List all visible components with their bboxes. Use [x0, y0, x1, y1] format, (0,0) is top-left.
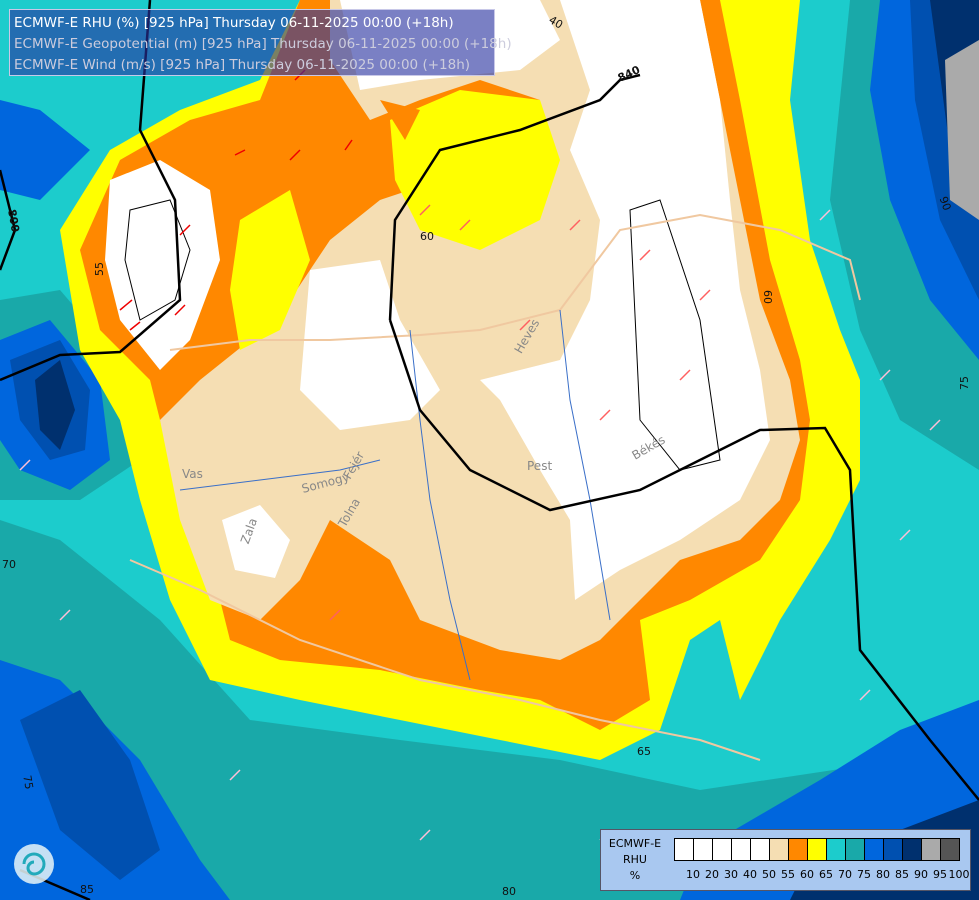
- legend-swatch: [713, 839, 732, 860]
- wind-barbs: [329, 204, 711, 621]
- rhu-contours: [124, 199, 721, 471]
- rhu-band-50-center: [300, 260, 440, 430]
- legend-swatch: [808, 839, 827, 860]
- legend-swatch: [789, 839, 808, 860]
- title-rhu: ECMWF-E RHU (%) [925 hPa] Thursday 06-11…: [14, 15, 454, 31]
- legend-tick: 10: [686, 868, 700, 881]
- rhu-band-50-west: [105, 160, 220, 370]
- rhu-orange-patch: [380, 100, 420, 140]
- rhu-label-60-b: 60: [761, 290, 774, 304]
- title-geopotential: ECMWF-E Geopotential (m) [925 hPa] Thurs…: [14, 36, 512, 52]
- legend-tick: 70: [838, 868, 852, 881]
- legend-tick: 20: [705, 868, 719, 881]
- legend-swatch: [675, 839, 694, 860]
- legend-swatch: [770, 839, 789, 860]
- legend-tick: 90: [914, 868, 928, 881]
- legend-model: ECMWF-E: [608, 837, 662, 850]
- legend-swatch: [846, 839, 865, 860]
- legend-tick: 65: [819, 868, 833, 881]
- legend-swatch: [827, 839, 846, 860]
- geopotential-label-800: 800: [5, 208, 22, 233]
- wind-barbs-strong: [119, 69, 353, 331]
- legend-title: ECMWF-E RHU %: [605, 836, 665, 884]
- rhu-band-50-zala: [222, 505, 290, 578]
- legend-variable: RHU: [623, 853, 647, 866]
- legend-tick: 55: [781, 868, 795, 881]
- rhu-label-85: 85: [80, 883, 94, 896]
- rhu-label-55: 55: [93, 262, 106, 276]
- rhu-label-70: 70: [2, 558, 16, 571]
- rhu-band-80-nw: [0, 100, 90, 200]
- rhu-island-65-west: [230, 190, 310, 350]
- legend-swatch: [941, 839, 959, 860]
- legend-ticks: 10 20 30 40 50 55 60 65 70 75 80 85 90 95 100: [674, 866, 974, 886]
- rhu-band-50-east: [480, 0, 770, 600]
- legend-tick: 75: [857, 868, 871, 881]
- region-label-vas: Vas: [182, 467, 203, 481]
- borders-and-rivers: [129, 213, 861, 761]
- rhu-label-40: 40: [547, 13, 566, 31]
- legend-swatch: [903, 839, 922, 860]
- rhu-label-75-west: 75: [20, 774, 35, 790]
- legend-tick: 60: [800, 868, 814, 881]
- rhu-band-75: [0, 520, 979, 900]
- map-title-box: ECMWF-E RHU (%) [925 hPa] Thursday 06-11…: [9, 9, 512, 76]
- rhu-label-60-a: 60: [420, 230, 434, 243]
- rhu-band-95-east: [945, 40, 979, 220]
- region-label-pest: Pest: [527, 459, 552, 473]
- rhu-label-80: 80: [502, 885, 516, 898]
- legend-tick: 30: [724, 868, 738, 881]
- legend-tick: 50: [762, 868, 776, 881]
- legend-swatch: [732, 839, 751, 860]
- legend-tick: 40: [743, 868, 757, 881]
- rhu-band-85-sw: [20, 690, 160, 880]
- color-legend: ECMWF-E RHU % 10 20 30 40 50 55 60 65 70 75 80 85 90…: [600, 829, 971, 891]
- legend-swatch: [922, 839, 941, 860]
- rhu-label-65: 65: [637, 745, 651, 758]
- rhu-label-75-east: 75: [958, 376, 971, 390]
- legend-tick: 80: [876, 868, 890, 881]
- provider-logo: [14, 844, 54, 884]
- legend-unit: %: [629, 869, 641, 882]
- legend-tick: 100: [948, 868, 970, 881]
- legend-swatches: [674, 838, 960, 861]
- title-wind: ECMWF-E Wind (m/s) [925 hPa] Thursday 06…: [14, 57, 471, 73]
- legend-swatch: [865, 839, 884, 860]
- legend-swatch: [884, 839, 903, 860]
- rhu-label-90: 90: [936, 195, 953, 213]
- legend-tick: 95: [933, 868, 947, 881]
- legend-swatch: [694, 839, 713, 860]
- legend-swatch: [751, 839, 770, 860]
- rhu-band-90-west: [35, 360, 75, 450]
- legend-tick: 85: [895, 868, 909, 881]
